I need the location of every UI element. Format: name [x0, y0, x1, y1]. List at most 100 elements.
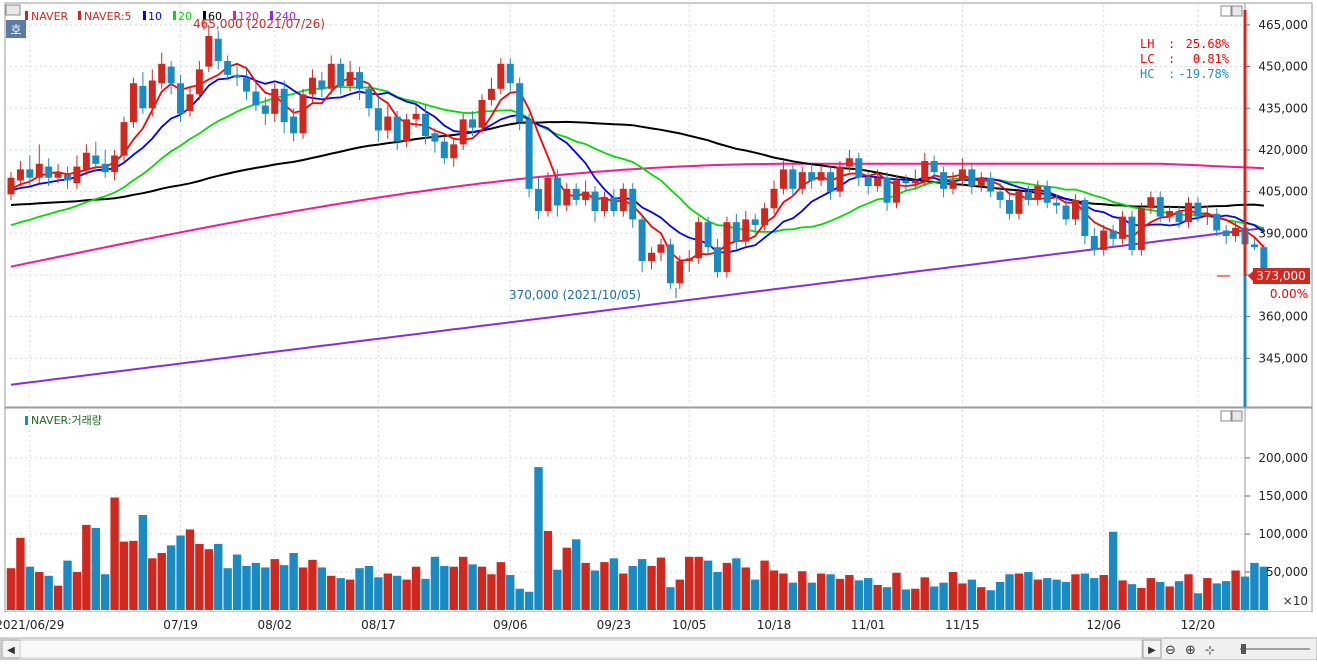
volume-bar — [666, 587, 675, 610]
candle-body — [883, 177, 891, 203]
volume-bar — [600, 562, 609, 610]
volume-bar — [1071, 574, 1080, 610]
candle-body — [459, 119, 467, 145]
candle-body — [139, 86, 147, 109]
ma-line-120 — [10, 162, 1264, 268]
volume-bar — [1127, 584, 1137, 610]
current-price-arrow — [1248, 271, 1253, 281]
candle-body — [779, 169, 787, 189]
volume-bar — [72, 572, 82, 610]
zoom-in-icon[interactable]: ⊕ — [1185, 643, 1196, 658]
volume-bar — [713, 572, 722, 610]
volume-bar — [637, 559, 647, 610]
volume-bar — [270, 559, 279, 610]
corner-button[interactable] — [6, 20, 26, 38]
volume-bar — [1099, 575, 1108, 610]
scroll-right-button[interactable] — [1142, 639, 1162, 659]
volume-bar — [694, 556, 703, 610]
candle-body — [1147, 197, 1155, 209]
candle-body — [949, 180, 957, 189]
candle-body — [563, 188, 571, 206]
candle-body — [224, 61, 232, 75]
ma-line-10 — [10, 74, 1265, 254]
volume-tick-label: 200,000 — [1258, 451, 1308, 465]
candle-body — [1034, 186, 1042, 200]
volume-bar — [826, 574, 835, 610]
candle-body — [572, 188, 580, 200]
date-tick-label: 11/01 — [851, 618, 886, 632]
zoom-slider-thumb[interactable] — [1241, 644, 1246, 654]
candle-body — [337, 63, 345, 87]
volume-bar — [458, 556, 468, 610]
candle-body — [365, 88, 373, 109]
legend-ma20: 20 — [178, 10, 192, 23]
volume-bar — [854, 580, 863, 610]
volume-pane-maximize[interactable] — [1220, 410, 1232, 422]
volume-bar — [35, 572, 44, 610]
zoom-out-icon[interactable]: ⊖ — [1165, 643, 1176, 658]
volume-bar — [411, 566, 421, 610]
candle-body — [64, 174, 72, 181]
candle-body — [205, 36, 213, 67]
candle-body — [1024, 191, 1032, 200]
price-tick-label: 465,000 — [1258, 18, 1308, 32]
candle-body — [252, 91, 260, 106]
volume-bar — [317, 567, 327, 610]
volume-bar — [1061, 581, 1071, 610]
volume-bar — [1080, 573, 1090, 610]
volume-bar — [1052, 579, 1061, 610]
volume-bar — [289, 553, 298, 610]
stat-lh: LH:25.68% — [1140, 37, 1230, 51]
date-tick-label: 08/02 — [257, 618, 292, 632]
current-price-label: 373,000 — [1256, 269, 1306, 283]
candle-body — [855, 158, 863, 178]
volume-bar — [553, 569, 562, 610]
legend-ma10: 10 — [148, 10, 162, 23]
candle-body — [1250, 244, 1258, 248]
corner-button-top[interactable] — [5, 4, 21, 16]
candle-body — [761, 208, 769, 225]
volume-bar — [769, 570, 779, 610]
volume-bar — [157, 553, 166, 610]
scrollbar-track[interactable] — [19, 639, 1143, 659]
zoom-reset-icon[interactable]: ⊹ — [1205, 643, 1215, 657]
volume-pane-close[interactable] — [1231, 410, 1243, 422]
candle-body — [723, 222, 731, 273]
volume-bar — [967, 579, 977, 610]
volume-bar — [1193, 593, 1203, 610]
volume-bar — [892, 572, 901, 610]
candle-body — [299, 94, 307, 134]
volume-bar — [1212, 583, 1221, 610]
date-tick-label: 2021/06/29 — [0, 618, 64, 632]
candle-body — [26, 169, 34, 178]
candle-body — [318, 80, 326, 89]
volume-bar — [524, 591, 534, 610]
volume-bar — [741, 567, 750, 610]
volume-bar — [440, 565, 449, 610]
date-axis-panel — [5, 612, 1312, 636]
candle-body — [864, 177, 872, 187]
candle-body — [1213, 213, 1221, 231]
volume-tick-label: 100,000 — [1258, 527, 1308, 541]
volume-bar — [929, 586, 939, 610]
candle-body — [695, 222, 703, 259]
candle-body — [16, 169, 24, 181]
volume-bar — [722, 562, 732, 610]
volume-tick-label: 50,000 — [1266, 565, 1308, 579]
price-pane-maximize[interactable] — [1220, 5, 1232, 17]
volume-bars — [6, 467, 1269, 610]
volume-bar — [1231, 570, 1240, 610]
candle-body — [506, 63, 514, 84]
volume-bar — [703, 560, 713, 610]
candle-body — [195, 69, 203, 95]
candle-body — [73, 166, 81, 184]
corner-button-label: 호 — [10, 23, 21, 37]
volume-bar — [1240, 576, 1250, 610]
volume-bar — [816, 573, 826, 610]
ma-line-5 — [10, 62, 1265, 262]
candle-body — [770, 188, 778, 209]
volume-bar — [1014, 573, 1024, 610]
candle-body — [1071, 199, 1079, 220]
price-pane-close[interactable] — [1231, 5, 1243, 17]
